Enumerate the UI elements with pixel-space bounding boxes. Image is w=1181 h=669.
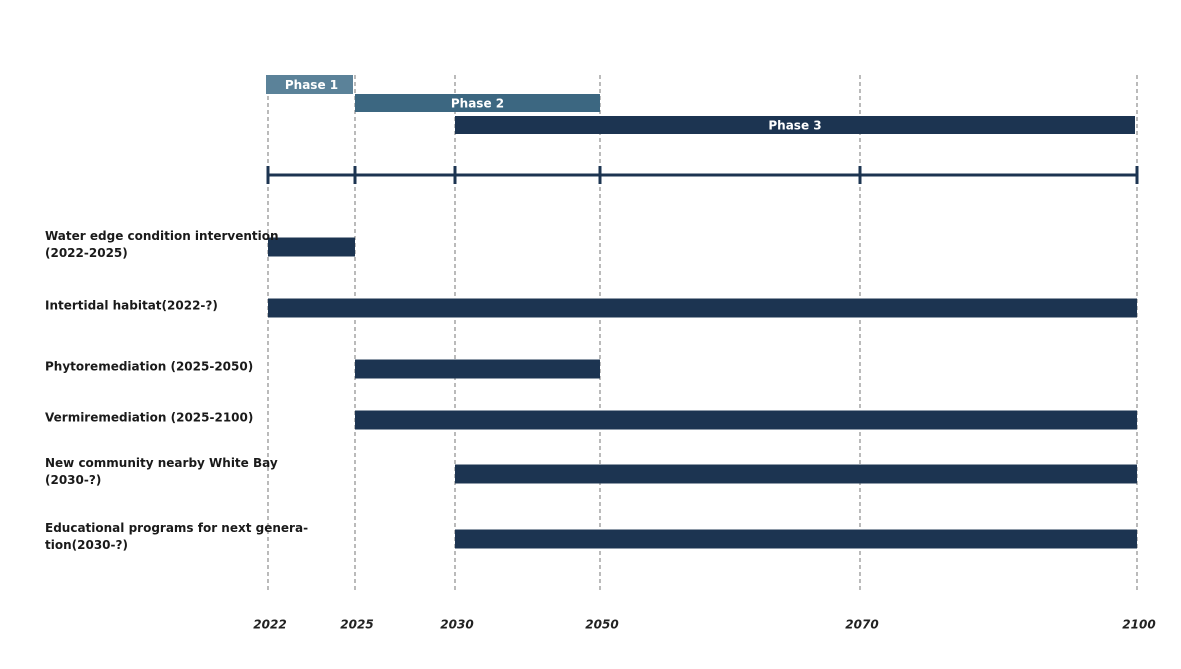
task-bar xyxy=(355,359,600,379)
x-tick-label: 2022 xyxy=(253,618,286,632)
phase-bar xyxy=(355,94,600,112)
x-tick-label: 2070 xyxy=(845,618,878,632)
task-label: Phytoremediation (2025-2050) xyxy=(45,360,253,374)
phase-label: Phase 2 xyxy=(451,97,504,111)
x-tick-label: 2030 xyxy=(440,618,473,632)
phase-label: Phase 1 xyxy=(285,78,338,92)
phase-bar xyxy=(266,75,353,94)
task-bar xyxy=(268,237,355,257)
task-bar xyxy=(268,298,1137,318)
task-label: (2030-?) xyxy=(45,473,101,487)
x-tick-label: 2100 xyxy=(1122,618,1155,632)
task-label: Intertidal habitat(2022-?) xyxy=(45,299,218,313)
task-label: Water edge condition intervention xyxy=(45,229,279,243)
task-label: Educational programs for next genera- xyxy=(45,521,308,535)
phase-label: Phase 3 xyxy=(768,119,821,133)
task-label: New community nearby White Bay xyxy=(45,456,278,470)
task-label: tion(2030-?) xyxy=(45,538,128,552)
task-label: Vermiremediation (2025-2100) xyxy=(45,411,253,425)
x-tick-label: 2050 xyxy=(585,618,618,632)
task-label: (2022-2025) xyxy=(45,246,128,260)
task-bar xyxy=(455,529,1137,549)
x-tick-label: 2025 xyxy=(340,618,373,632)
phase-bar xyxy=(455,116,1135,134)
task-bar xyxy=(455,464,1137,484)
task-bar xyxy=(355,410,1137,430)
